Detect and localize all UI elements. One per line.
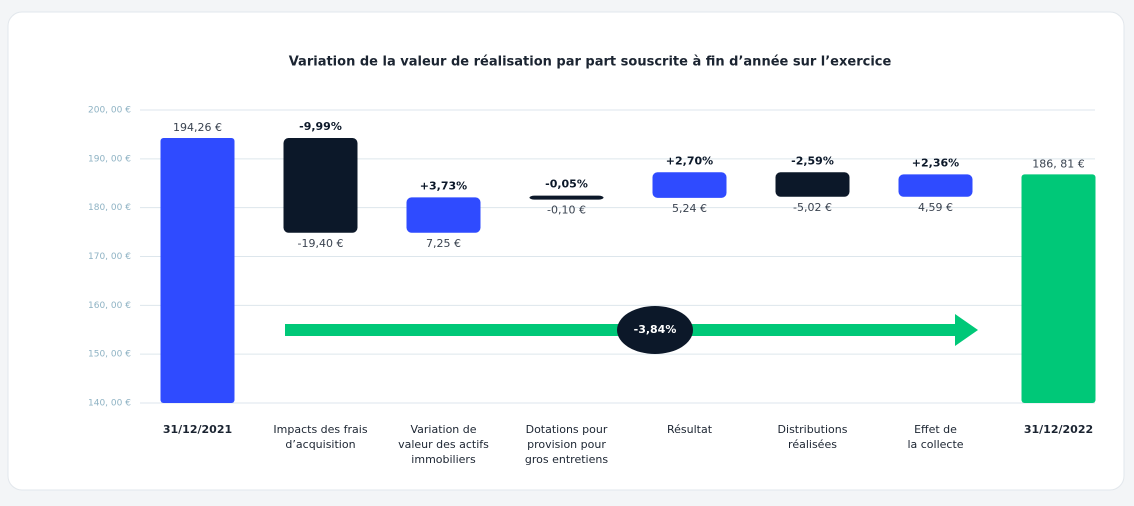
percent-label: +3,73% xyxy=(420,179,467,192)
x-tick-label: Résultat xyxy=(667,423,713,436)
arrow-head xyxy=(955,314,978,346)
y-tick-label: 180, 00 € xyxy=(88,203,131,213)
x-tick-label: 31/12/2022 xyxy=(1024,423,1093,436)
annotation: -3,84% xyxy=(634,323,677,336)
percent-label: -9,99% xyxy=(299,120,342,133)
bar xyxy=(898,174,973,197)
y-tick-label: 200, 00 € xyxy=(88,106,131,116)
card xyxy=(7,11,1125,491)
bar xyxy=(1021,174,1096,403)
annotation-badge xyxy=(617,306,693,354)
y-tick-label: 140, 00 € xyxy=(88,399,131,409)
value-label: -0,10 € xyxy=(547,204,586,217)
bar xyxy=(406,197,481,233)
value-label: 4,59 € xyxy=(918,201,953,214)
y-tick-label: 160, 00 € xyxy=(88,301,131,311)
percent-label: -0,05% xyxy=(545,178,588,191)
bar xyxy=(529,195,604,200)
percent-label: +2,36% xyxy=(912,156,959,169)
x-tick-label: Distributions réalisées xyxy=(778,423,848,451)
value-label: 194,26 € xyxy=(173,121,222,134)
y-tick-label: 170, 00 € xyxy=(88,252,131,262)
x-tick-label: Impacts des frais d’acquisition xyxy=(273,423,367,451)
bar xyxy=(652,172,727,198)
chart-title: Variation de la valeur de réalisation pa… xyxy=(289,55,892,70)
value-label: 7,25 € xyxy=(426,237,461,250)
bar xyxy=(775,172,850,197)
x-tick-label: Variation de valeur des actifs immobiliers xyxy=(398,423,489,466)
x-tick-label: 31/12/2021 xyxy=(163,423,232,436)
bar xyxy=(160,138,235,403)
value-label: -5,02 € xyxy=(793,201,832,214)
y-tick-label: 150, 00 € xyxy=(88,350,131,360)
value-label: -19,40 € xyxy=(298,237,344,250)
bar xyxy=(283,138,358,233)
x-tick-label: Dotations pour provision pour gros entreti… xyxy=(525,423,608,466)
value-label: 186, 81 € xyxy=(1032,157,1084,170)
percent-label: +2,70% xyxy=(666,154,713,167)
value-label: 5,24 € xyxy=(672,202,707,215)
percent-label: -2,59% xyxy=(791,154,834,167)
x-tick-label: Effet de la collecte xyxy=(907,423,963,451)
y-tick-label: 190, 00 € xyxy=(88,154,131,164)
